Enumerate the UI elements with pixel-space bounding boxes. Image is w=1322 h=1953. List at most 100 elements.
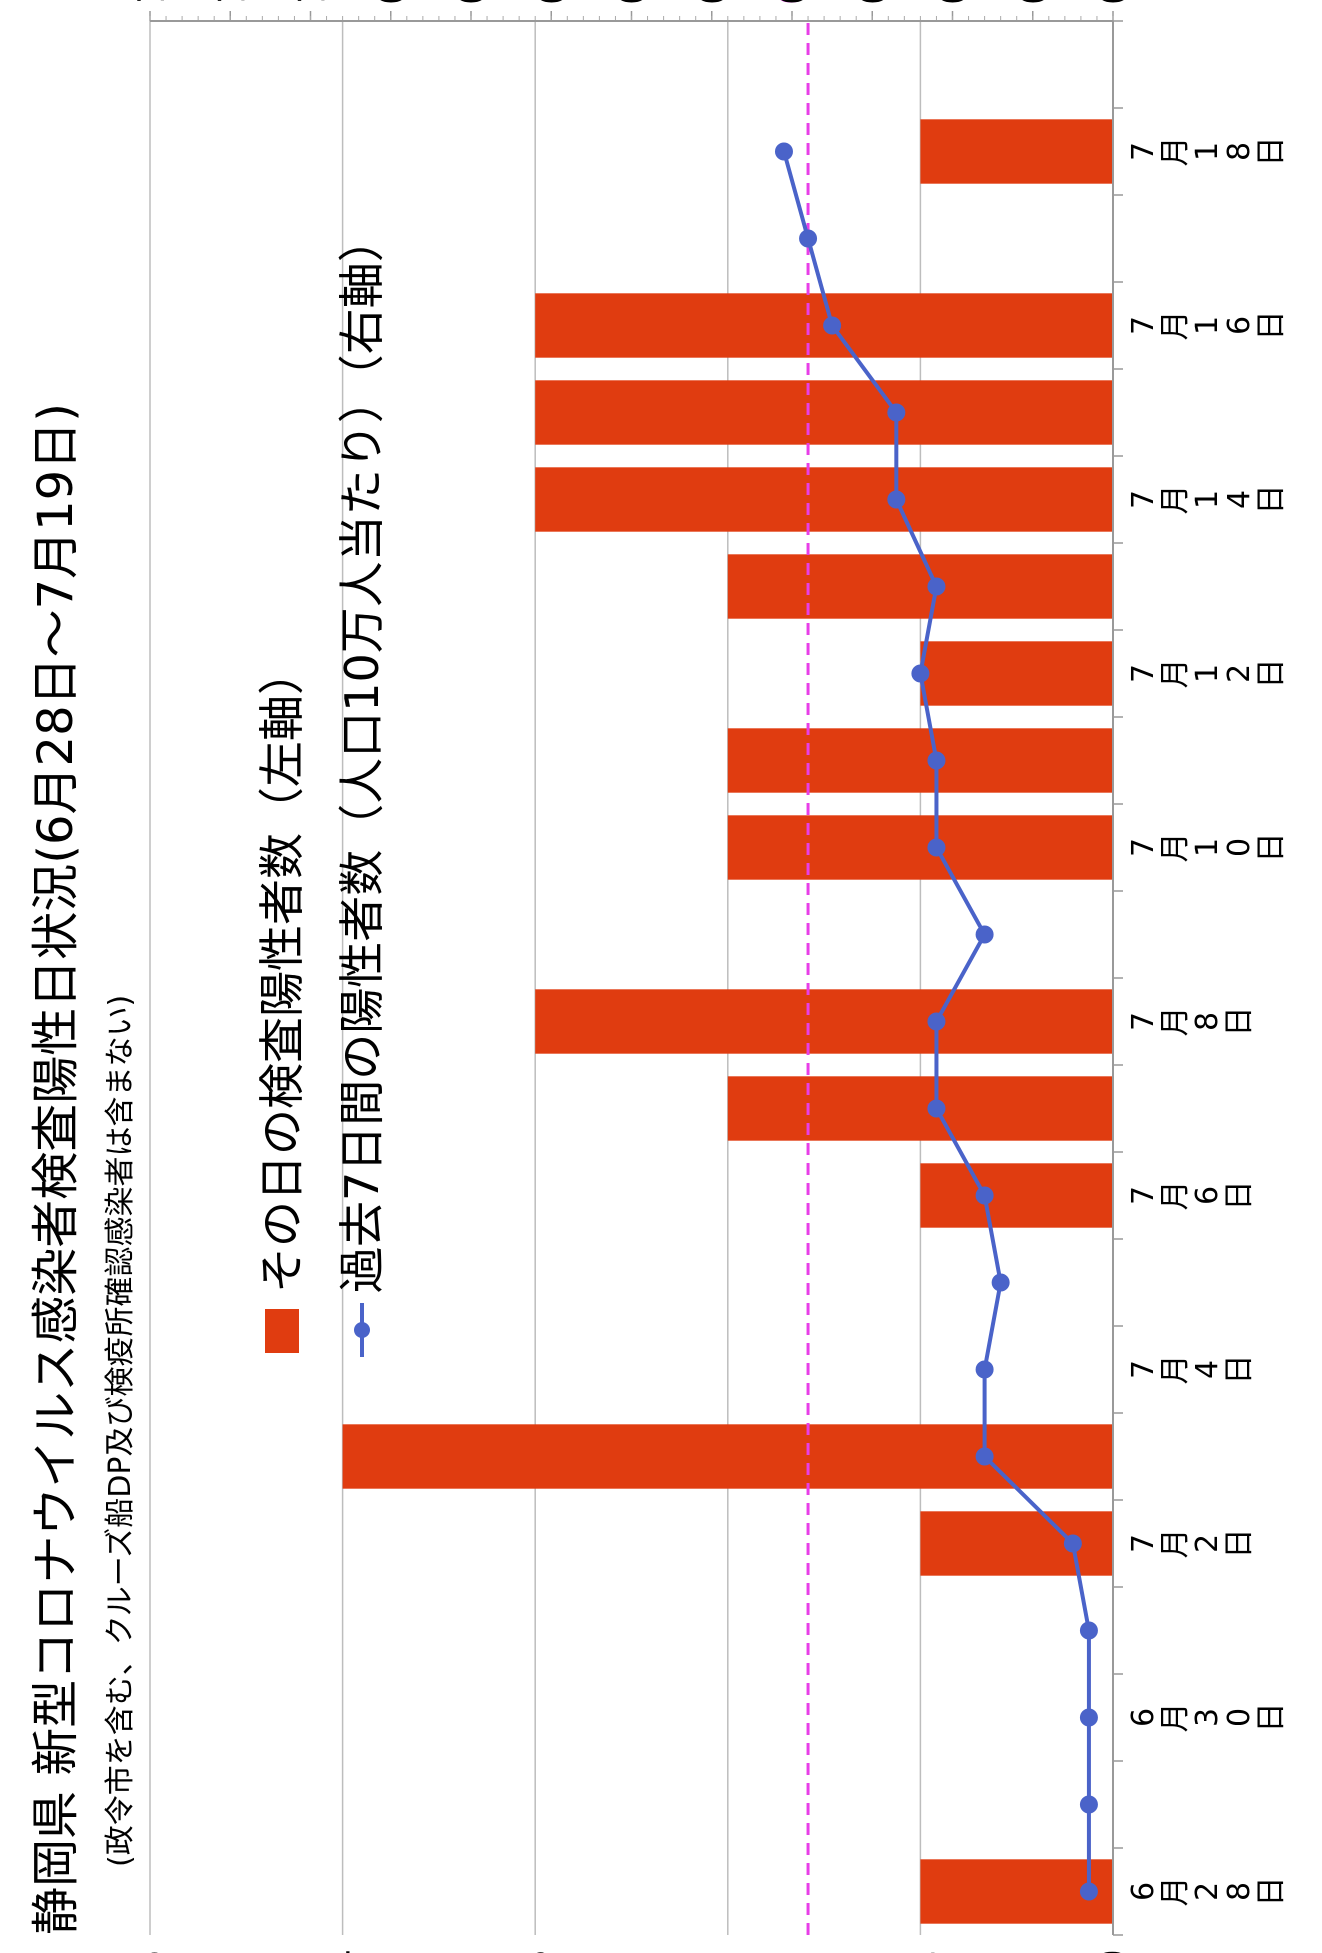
x-tick-label: 日 xyxy=(1254,311,1289,341)
x-tick-label: 日 xyxy=(1222,1007,1257,1037)
x-tick-label: 日 xyxy=(1254,1877,1289,1907)
left-tick-label: 5 xyxy=(128,1949,174,1953)
reference-line: 0.38 xyxy=(772,0,813,1935)
line-point xyxy=(927,1099,946,1118)
line-point xyxy=(927,1012,946,1031)
x-tick-label: 2 xyxy=(1190,1534,1225,1553)
right-tick-label: 1.00 xyxy=(290,0,334,5)
line-point xyxy=(887,403,906,422)
x-tick-label: 7 xyxy=(1126,1186,1161,1205)
bar-series xyxy=(342,119,1114,1924)
line-point xyxy=(975,1186,994,1205)
x-tick-label: 1 xyxy=(1190,316,1225,335)
x-tick-label: 8 xyxy=(1222,1882,1257,1901)
legend: その日の検査陽性者数（左軸） 過去7日間の陽性者数（人口10万人当たり）（右軸） xyxy=(255,216,389,1357)
line-point xyxy=(1079,1708,1098,1727)
line-point xyxy=(1079,1795,1098,1814)
x-tick-label: 8 xyxy=(1190,1012,1225,1031)
bar xyxy=(920,1859,1114,1924)
x-tick-label: 日 xyxy=(1254,659,1289,689)
right-tick-label: 0.20 xyxy=(932,0,976,5)
x-tick-label: 6 xyxy=(1126,1708,1161,1727)
x-tick-label: 月 xyxy=(1158,485,1193,515)
x-tick-label: 4 xyxy=(1190,1360,1225,1379)
x-tick-label: 1 xyxy=(1190,142,1225,161)
x-tick-label: 月 xyxy=(1158,1007,1193,1037)
x-tick-label: 月 xyxy=(1158,1181,1193,1211)
x-tick-label: 7 xyxy=(1126,1360,1161,1379)
x-tick-label: 月 xyxy=(1158,1703,1193,1733)
line-point xyxy=(975,1447,994,1466)
line-point xyxy=(1063,1534,1082,1553)
x-tick-label: 3 xyxy=(1190,1708,1225,1727)
x-tick-label: 日 xyxy=(1254,137,1289,167)
line-series xyxy=(774,142,1098,1901)
line-point xyxy=(887,490,906,509)
x-tick-label: 8 xyxy=(1222,142,1257,161)
bar xyxy=(920,1511,1114,1576)
x-tick-label: 7 xyxy=(1126,1012,1161,1031)
legend-bar-swatch xyxy=(265,1309,299,1353)
bar xyxy=(727,1076,1113,1141)
line-point xyxy=(1079,1882,1098,1901)
right-tick-label: 0.70 xyxy=(530,0,574,5)
x-tick-label: 7 xyxy=(1126,1534,1161,1553)
right-tick-label: 0.80 xyxy=(450,0,494,5)
x-tick-label: 0 xyxy=(1222,838,1257,857)
right-tick-label: 0.40 xyxy=(771,0,815,5)
bar xyxy=(535,989,1113,1054)
x-tick-label: 日 xyxy=(1222,1355,1257,1385)
x-tick-label: 6 xyxy=(1126,1882,1161,1901)
x-tick-label: 1 xyxy=(1190,838,1225,857)
x-tick-label: 1 xyxy=(1190,490,1225,509)
x-tick-label: 月 xyxy=(1158,1529,1193,1559)
x-tick-label: 6 xyxy=(1190,1186,1225,1205)
bar xyxy=(342,1424,1114,1489)
x-tick-label: 日 xyxy=(1254,1703,1289,1733)
chart-text: 静岡県 新型コロナウイルス感染者検査陽性日状況(6月28日～7月19日) (政令… xyxy=(28,216,389,1935)
left-tick-label: 4 xyxy=(321,1949,367,1953)
bar xyxy=(920,641,1114,706)
axes: 0123450.000.100.200.300.400.500.600.700.… xyxy=(128,0,1289,1953)
chart-subtitle: (政令市を含む、クルーズ船DP及び検疫所確認感染者は含まない) xyxy=(103,995,138,1867)
chart-title: 静岡県 新型コロナウイルス感染者検査陽性日状況(6月28日～7月19日) xyxy=(28,403,84,1935)
legend-bar-label: その日の検査陽性者数（左軸） xyxy=(255,649,309,1293)
x-tick-label: 月 xyxy=(1158,1877,1193,1907)
right-tick-label: 1.10 xyxy=(209,0,253,5)
line-point xyxy=(991,1273,1010,1292)
line-point xyxy=(927,577,946,596)
left-tick-label: 2 xyxy=(706,1949,752,1953)
reference-line-label: 0.38 xyxy=(772,0,813,5)
right-tick-label: 1.20 xyxy=(129,0,173,5)
x-tick-label: 日 xyxy=(1254,833,1289,863)
x-tick-label: 2 xyxy=(1222,664,1257,683)
right-tick-label: 0.60 xyxy=(611,0,655,5)
x-tick-label: 月 xyxy=(1158,659,1193,689)
bar xyxy=(535,380,1113,445)
x-tick-label: 4 xyxy=(1222,490,1257,509)
bar xyxy=(920,1163,1114,1228)
bar xyxy=(727,815,1113,880)
left-tick-label: 0 xyxy=(1091,1949,1137,1953)
x-tick-label: 月 xyxy=(1158,311,1193,341)
line-point xyxy=(799,229,818,248)
x-tick-label: 7 xyxy=(1126,664,1161,683)
x-tick-label: 月 xyxy=(1158,1355,1193,1385)
bar xyxy=(535,467,1113,532)
x-tick-label: 7 xyxy=(1126,838,1161,857)
left-tick-label: 3 xyxy=(513,1949,559,1953)
x-tick-label: 7 xyxy=(1126,490,1161,509)
x-tick-label: 0 xyxy=(1222,1708,1257,1727)
x-tick-label: 日 xyxy=(1222,1529,1257,1559)
x-tick-label: 6 xyxy=(1222,316,1257,335)
right-tick-label: 0.00 xyxy=(1092,0,1136,5)
line-point xyxy=(975,925,994,944)
line-point xyxy=(927,838,946,857)
x-tick-label: 1 xyxy=(1190,664,1225,683)
line-point xyxy=(823,316,842,335)
x-tick-label: 日 xyxy=(1222,1181,1257,1211)
line-point xyxy=(1079,1621,1098,1640)
bar xyxy=(727,554,1113,619)
